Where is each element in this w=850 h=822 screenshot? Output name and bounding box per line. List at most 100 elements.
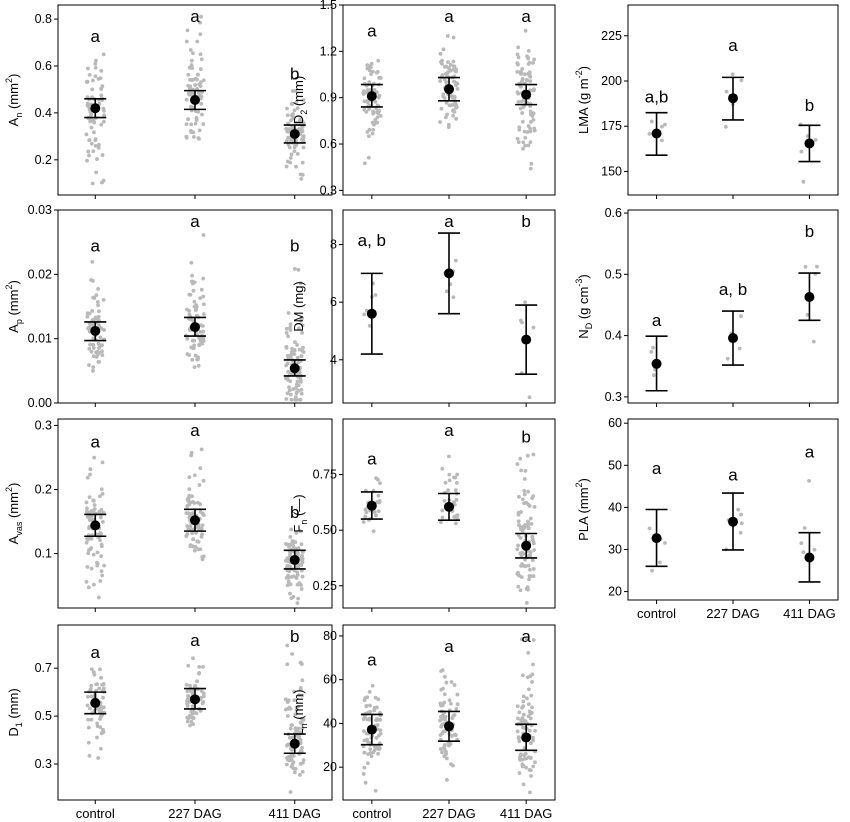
data-point <box>447 472 452 477</box>
data-point <box>451 295 456 300</box>
data-point <box>196 540 201 544</box>
data-point <box>288 706 293 711</box>
data-point <box>526 489 531 494</box>
data-point <box>528 120 533 124</box>
data-point <box>521 694 526 699</box>
data-point <box>375 120 380 125</box>
data-point <box>86 326 90 331</box>
data-point <box>440 61 444 66</box>
data-point <box>291 112 295 116</box>
data-point <box>445 777 449 782</box>
data-point <box>297 693 302 698</box>
data-point <box>370 683 375 688</box>
data-point <box>523 300 527 305</box>
data-point <box>299 662 304 666</box>
data-point <box>532 57 537 62</box>
data-point <box>374 736 379 740</box>
data-point <box>93 144 98 148</box>
data-point <box>292 266 297 271</box>
data-point <box>801 550 806 555</box>
data-point <box>91 149 96 154</box>
data-point <box>362 107 367 112</box>
data-point <box>516 519 521 524</box>
data-point <box>191 544 196 549</box>
data-point <box>443 480 448 485</box>
data-point <box>368 65 373 70</box>
data-point <box>91 365 96 370</box>
data-point <box>96 756 101 760</box>
data-point <box>102 563 106 568</box>
data-point <box>362 76 367 81</box>
data-point <box>519 718 524 723</box>
y-tick-label: 0.2 <box>35 482 52 496</box>
data-point <box>527 687 531 692</box>
data-point <box>289 764 294 769</box>
data-point <box>187 487 192 492</box>
data-point <box>516 584 521 589</box>
panel-dm: 4 6 8 DM (mg) a, b a b <box>291 209 556 407</box>
data-point <box>300 160 305 165</box>
data-point <box>297 581 302 586</box>
y-axis-label: D2 (mm) <box>291 76 309 124</box>
data-point <box>371 111 376 116</box>
data-point <box>522 492 527 497</box>
data-point <box>362 765 367 770</box>
data-point <box>531 325 536 330</box>
data-point <box>516 543 520 548</box>
data-point <box>98 725 103 729</box>
data-point <box>85 311 90 316</box>
data-point <box>196 523 201 528</box>
data-point <box>438 718 442 723</box>
data-point <box>444 80 449 84</box>
data-point <box>295 601 300 606</box>
data-point <box>288 379 293 384</box>
mean-point <box>521 334 532 345</box>
data-point <box>190 273 194 278</box>
data-point <box>88 706 92 711</box>
data-point <box>295 564 300 569</box>
data-point <box>440 515 445 520</box>
data-point <box>97 342 102 347</box>
data-point <box>522 72 527 77</box>
data-point <box>531 735 535 740</box>
data-point <box>649 119 654 124</box>
data-point <box>364 704 369 709</box>
data-point <box>97 494 102 499</box>
data-point <box>528 126 532 131</box>
data-point <box>366 752 371 757</box>
data-point <box>284 345 289 350</box>
data-point <box>812 547 817 552</box>
data-point <box>361 729 366 734</box>
data-point <box>361 772 366 776</box>
data-point <box>363 90 368 95</box>
data-point <box>739 78 744 83</box>
data-point <box>373 293 378 297</box>
data-point <box>101 682 106 687</box>
y-tick-label: 0.03 <box>28 203 52 217</box>
data-point <box>98 717 102 721</box>
data-point <box>518 588 523 593</box>
data-point <box>85 565 90 569</box>
data-point <box>531 88 536 93</box>
data-point <box>441 47 446 52</box>
data-point <box>440 466 445 471</box>
data-point <box>92 455 97 460</box>
data-point <box>99 554 104 559</box>
data-point <box>284 164 289 169</box>
y-tick-label: 200 <box>601 74 622 88</box>
data-point <box>185 524 190 528</box>
data-point <box>813 138 818 142</box>
data-point <box>189 453 193 458</box>
data-point <box>376 509 381 514</box>
data-point <box>284 138 289 143</box>
data-point <box>288 591 292 596</box>
data-point <box>201 691 206 696</box>
data-point <box>298 318 303 323</box>
data-point <box>739 512 743 517</box>
data-point <box>295 342 300 347</box>
y-axis-label: PLA (mm2) <box>574 478 591 541</box>
data-point <box>444 749 448 754</box>
panel-d1: 0.3 0.5 0.7 D1 (mm) a control a 227 DAG b 411 DAG <box>6 624 333 821</box>
data-point <box>805 312 810 317</box>
